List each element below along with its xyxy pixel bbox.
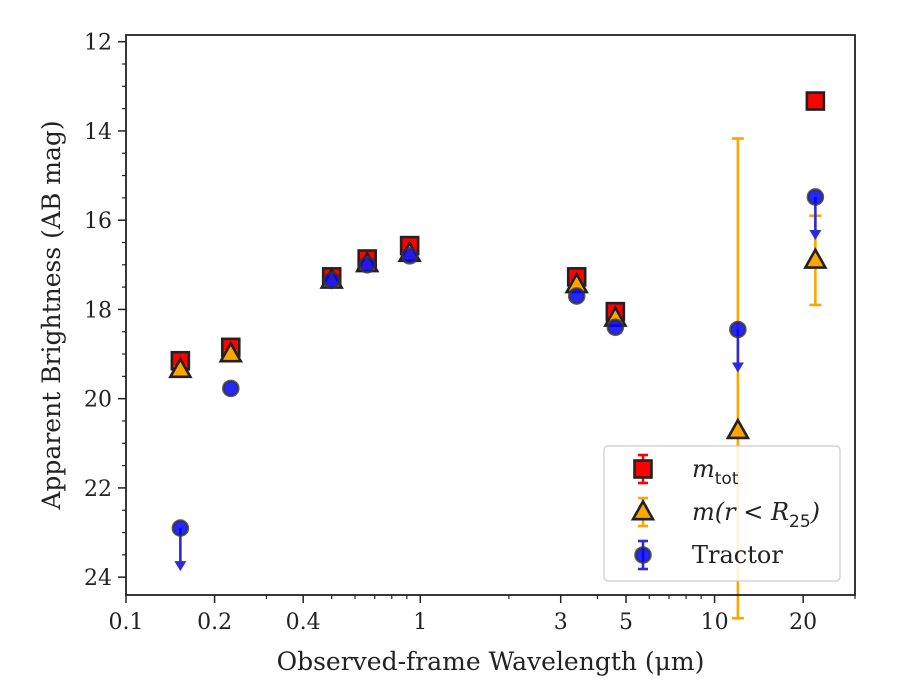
y-tick-label: 12 bbox=[84, 31, 112, 56]
x-tick-label: 10 bbox=[701, 610, 729, 635]
x-tick-label: 0.4 bbox=[286, 610, 321, 635]
x-tick-label: 1 bbox=[413, 610, 427, 635]
square-marker bbox=[633, 459, 653, 479]
triangle-marker bbox=[630, 498, 656, 521]
data-point bbox=[606, 318, 625, 337]
legend-label: mtot bbox=[692, 455, 739, 489]
legend-label: Tractor bbox=[692, 541, 783, 569]
series-circle bbox=[171, 188, 825, 572]
triangle-marker bbox=[725, 417, 751, 440]
data-point bbox=[400, 247, 419, 265]
y-tick-label: 24 bbox=[84, 566, 112, 591]
legend-entry: mtot bbox=[633, 453, 739, 489]
square-marker bbox=[805, 91, 826, 111]
x-tick-label: 3 bbox=[554, 610, 568, 635]
legend-box bbox=[603, 445, 841, 582]
x-tick-label: 0.2 bbox=[197, 610, 232, 635]
legend: mtot m(r < R25) Tractor bbox=[603, 445, 841, 582]
circle-marker bbox=[171, 519, 190, 537]
data-point bbox=[171, 519, 190, 572]
data-point bbox=[322, 271, 341, 290]
data-point bbox=[805, 91, 826, 111]
data-point bbox=[358, 256, 376, 274]
circle-marker bbox=[400, 247, 419, 265]
series-square bbox=[170, 91, 826, 371]
x-tick-label: 5 bbox=[619, 610, 633, 635]
upper-limit-arrowhead bbox=[731, 362, 744, 373]
y-tick-label: 16 bbox=[84, 209, 112, 234]
circle-marker bbox=[322, 271, 341, 290]
triangle-marker bbox=[803, 247, 828, 269]
data-point bbox=[218, 340, 243, 363]
data-point bbox=[168, 356, 193, 379]
legend-entry: Tractor bbox=[634, 539, 783, 571]
axes: 0.1 0.2 0.4 1 3 5 10 20 12 14 16 18 20 22 24 bbox=[84, 31, 856, 635]
triangle-marker bbox=[168, 356, 193, 379]
upper-limit-arrowhead bbox=[809, 229, 822, 240]
y-axis-label: Apparent Brightness (AB mag) bbox=[37, 120, 66, 510]
circle-marker bbox=[729, 320, 747, 339]
circle-marker bbox=[567, 287, 586, 305]
x-axis-label: Observed-frame Wavelength (μm) bbox=[277, 647, 705, 676]
legend-label: m(r < R25) bbox=[692, 498, 820, 532]
upper-limit-arrowhead bbox=[174, 561, 187, 572]
plot-frame bbox=[125, 34, 856, 596]
data-point bbox=[221, 379, 240, 398]
circle-marker bbox=[806, 188, 825, 206]
y-tick-label: 20 bbox=[84, 388, 112, 413]
y-tick-label: 18 bbox=[84, 298, 112, 323]
circle-marker bbox=[606, 318, 625, 337]
data-point bbox=[567, 287, 586, 305]
legend-entry: m(r < R25) bbox=[630, 496, 820, 532]
y-tick-label: 14 bbox=[84, 120, 112, 145]
circle-marker bbox=[358, 256, 376, 274]
circle-marker bbox=[634, 546, 652, 564]
x-tick-label: 0.1 bbox=[109, 610, 144, 635]
data-point bbox=[806, 188, 825, 240]
y-tick-label: 22 bbox=[84, 477, 112, 502]
x-tick-label: 20 bbox=[789, 610, 817, 635]
data-point bbox=[729, 320, 747, 373]
triangle-marker bbox=[218, 340, 243, 363]
circle-marker bbox=[221, 379, 240, 398]
